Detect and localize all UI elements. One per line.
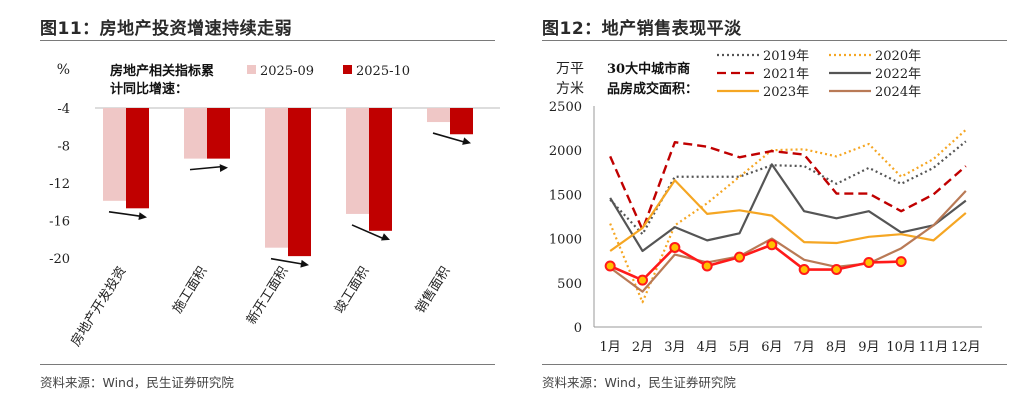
bar xyxy=(126,108,149,209)
trend-arrow-shaft xyxy=(351,224,385,240)
right-chart-panel: 图12：地产销售表现平淡 0 500 1000 1500 2000 2500 万平方米 30大… xyxy=(512,0,1024,408)
bar xyxy=(450,108,473,135)
legend-label: 2022年 xyxy=(875,67,921,82)
right-bottom-rule xyxy=(542,364,1007,365)
x-tick-label: 7月 xyxy=(794,340,815,355)
legend-title-line: 房地产相关指标累 xyxy=(110,63,214,79)
bar xyxy=(288,108,311,257)
x-category-label: 销售面积 xyxy=(412,264,453,317)
trend-arrow-shaft xyxy=(189,165,223,171)
legend-label: 2025-10 xyxy=(356,64,410,79)
y-tick-label: 1500 xyxy=(549,188,582,203)
bar xyxy=(184,108,207,159)
right-chart-title: 图12：地产销售表现平淡 xyxy=(542,19,742,39)
x-tick-label: 3月 xyxy=(664,340,685,355)
trend-arrow-head xyxy=(138,212,147,221)
left-source-note: 资料来源：Wind，民生证券研究院 xyxy=(40,375,234,390)
series-line xyxy=(609,141,967,231)
series-line xyxy=(609,163,967,253)
left-chart-title: 图11：房地产投资增速持续走弱 xyxy=(40,19,293,39)
series-marker xyxy=(831,264,842,276)
series-marker xyxy=(637,274,648,286)
trend-arrow-shaft xyxy=(270,257,304,265)
series-line xyxy=(609,129,967,304)
y-tick-label: 500 xyxy=(557,277,582,292)
trend-arrow-head xyxy=(300,259,309,268)
trend-arrow-head xyxy=(381,233,390,241)
bar xyxy=(207,108,230,159)
bar xyxy=(346,108,369,214)
x-category-label: 施工面积 xyxy=(170,264,210,316)
legend-swatch xyxy=(247,65,256,74)
bar xyxy=(427,108,450,123)
left-chart-panel: 图11：房地产投资增速持续走弱 -4 -8 -12 -16 -20% 房地产相关指标累 计同… xyxy=(40,19,500,390)
y-axis-unit: 万平 xyxy=(556,61,584,77)
trend-arrow-head xyxy=(462,137,471,145)
left-bottom-rule xyxy=(40,364,495,365)
legend-title-line: 计同比增速： xyxy=(110,81,188,97)
y-axis-unit: % xyxy=(57,62,70,78)
x-tick-label: 11月 xyxy=(919,340,949,355)
trend-arrow-shaft xyxy=(432,132,466,144)
series-marker xyxy=(604,260,616,272)
y-axis-unit: 方米 xyxy=(556,81,584,97)
x-tick-label: 4月 xyxy=(697,340,718,355)
x-tick-label: 8月 xyxy=(826,340,847,355)
legend-label: 2023年 xyxy=(763,85,809,100)
chart-annotation: 30大中城市商 xyxy=(607,61,690,77)
series-marker xyxy=(863,256,875,268)
y-tick-label: -8 xyxy=(57,140,70,155)
y-tick-label: 0 xyxy=(574,321,582,336)
legend-label: 2020年 xyxy=(875,49,921,64)
x-category-label: 房地产开发投资 xyxy=(68,264,130,350)
series-line xyxy=(609,190,967,293)
bar xyxy=(265,108,288,248)
trend-arrow-head xyxy=(219,164,228,172)
series-marker xyxy=(766,239,778,251)
right-title-rule xyxy=(542,40,1007,41)
series-marker xyxy=(895,256,907,268)
y-tick-label: 2000 xyxy=(549,144,582,159)
legend-label: 2025-09 xyxy=(260,64,314,79)
bar xyxy=(103,108,126,201)
x-tick-label: 2月 xyxy=(632,340,653,355)
y-tick-label: 1000 xyxy=(549,233,582,248)
series-line xyxy=(609,179,967,252)
x-category-label: 新开工面积 xyxy=(243,264,291,328)
trend-arrow-shaft xyxy=(108,211,142,218)
y-tick-label: -20 xyxy=(49,252,70,267)
x-tick-label: 5月 xyxy=(729,340,750,355)
right-source-note: 资料来源：Wind，民生证券研究院 xyxy=(542,375,736,390)
y-tick-label: -12 xyxy=(49,177,70,192)
bar xyxy=(369,108,392,231)
series-marker xyxy=(669,241,681,253)
x-category-label: 竣工面积 xyxy=(332,264,372,316)
y-tick-label: -4 xyxy=(57,102,70,117)
legend-label: 2021年 xyxy=(763,67,809,82)
x-tick-label: 1月 xyxy=(600,340,621,355)
x-tick-label: 12月 xyxy=(951,340,981,355)
legend-label: 2019年 xyxy=(763,49,809,64)
x-tick-label: 9月 xyxy=(858,340,879,355)
y-tick-label: -16 xyxy=(49,215,70,230)
y-tick-label: 2500 xyxy=(549,100,582,115)
chart-annotation: 品房成交面积： xyxy=(607,81,698,97)
series-line xyxy=(609,243,902,282)
left-title-rule xyxy=(40,40,495,41)
series-marker xyxy=(798,264,810,276)
x-tick-label: 6月 xyxy=(761,340,782,355)
legend-label: 2024年 xyxy=(875,85,921,100)
legend-swatch xyxy=(343,65,352,74)
series-marker xyxy=(734,251,745,263)
x-tick-label: 10月 xyxy=(886,340,916,355)
series-marker xyxy=(701,260,713,272)
